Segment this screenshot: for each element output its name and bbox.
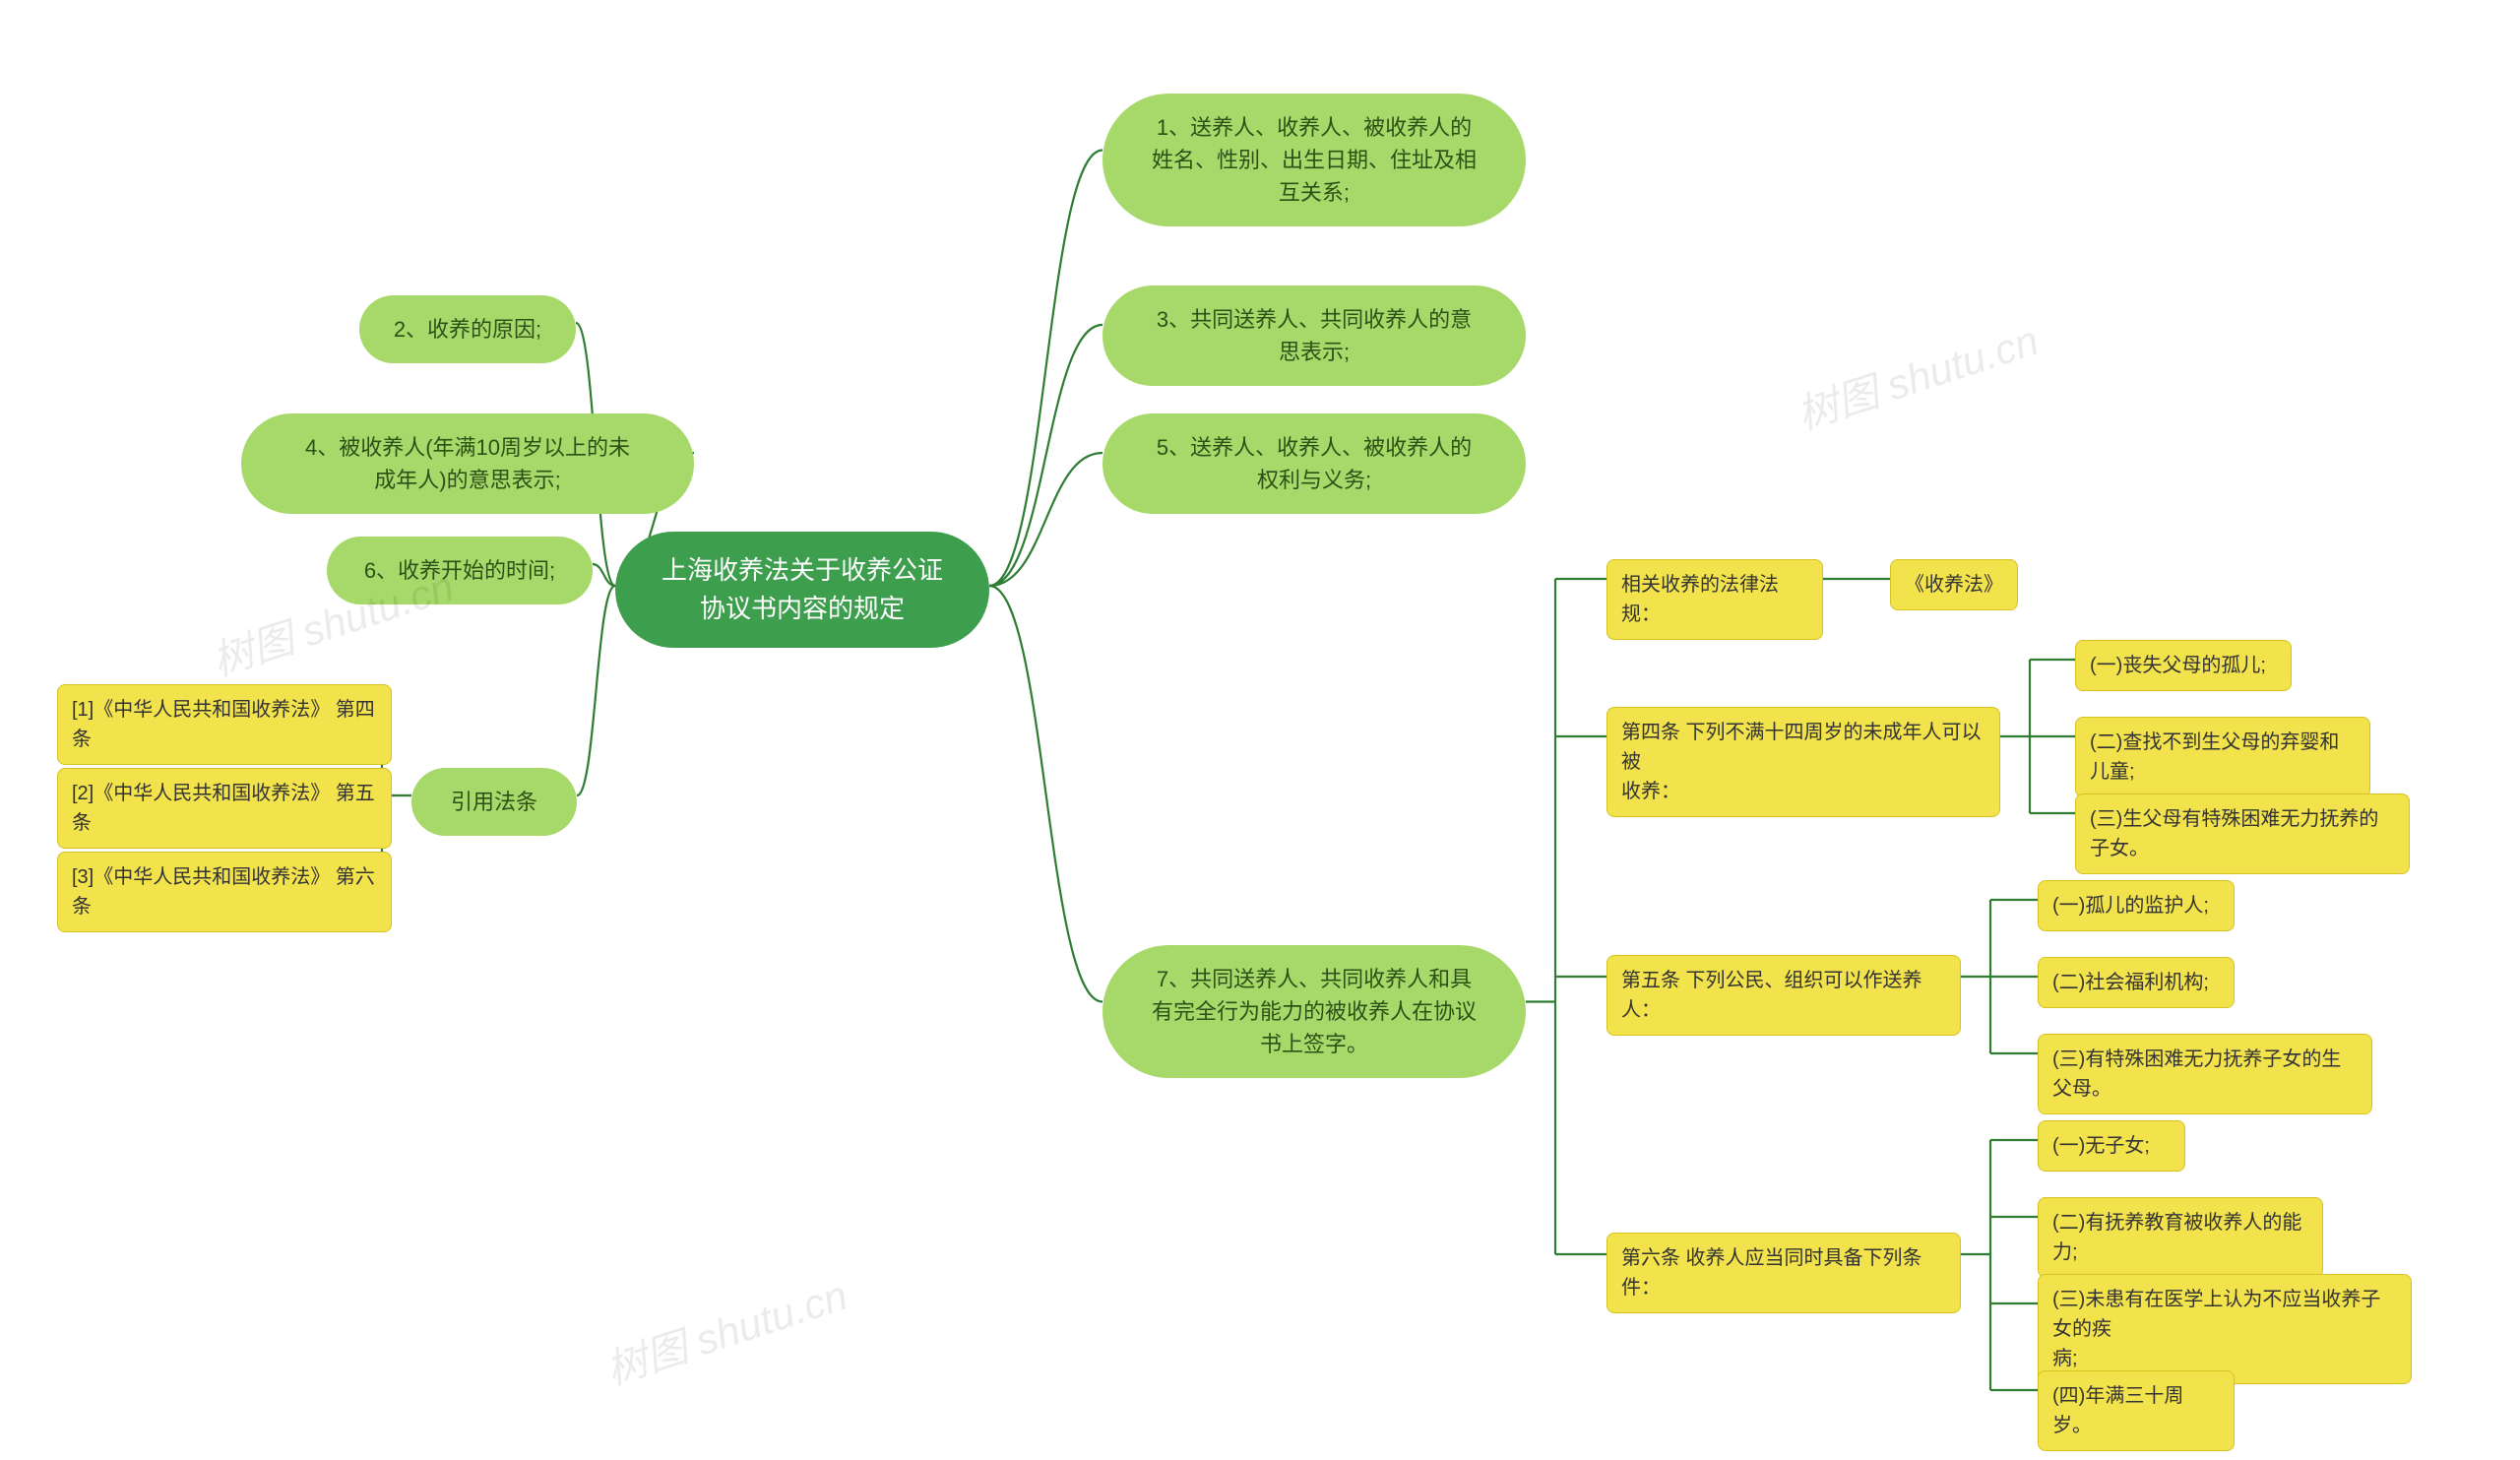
node-label: (二)查找不到生父母的弃婴和儿童; <box>2090 728 2356 787</box>
mindmap-node[interactable]: (三)未患有在医学上认为不应当收养子女的疾 病; <box>2038 1274 2412 1384</box>
mindmap-node[interactable]: 引用法条 <box>411 768 577 836</box>
mindmap-node[interactable]: 第六条 收养人应当同时具备下列条件： <box>1606 1233 1961 1313</box>
mindmap-node[interactable]: (二)社会福利机构; <box>2038 957 2235 1008</box>
node-label: 6、收养开始的时间; <box>364 554 555 587</box>
node-label: 第四条 下列不满十四周岁的未成年人可以被 收养： <box>1621 718 1985 806</box>
mindmap-node[interactable]: (三)有特殊困难无力抚养子女的生父母。 <box>2038 1034 2372 1114</box>
node-label: (三)有特殊困难无力抚养子女的生父母。 <box>2052 1045 2358 1104</box>
mindmap-node[interactable]: 2、收养的原因; <box>359 295 576 363</box>
node-label: [3]《中华人民共和国收养法》 第六条 <box>72 862 377 921</box>
node-label: 《收养法》 <box>1905 570 2003 600</box>
node-label: (三)未患有在医学上认为不应当收养子女的疾 病; <box>2052 1285 2397 1373</box>
node-label: (一)无子女; <box>2052 1131 2150 1161</box>
node-label: [2]《中华人民共和国收养法》 第五条 <box>72 779 377 838</box>
node-label: 7、共同送养人、共同收养人和具 有完全行为能力的被收养人在协议 书上签字。 <box>1152 963 1477 1060</box>
node-label: 4、被收养人(年满10周岁以上的未 成年人)的意思表示; <box>305 431 630 496</box>
mindmap-node[interactable]: 5、送养人、收养人、被收养人的 权利与义务; <box>1102 413 1526 514</box>
mindmap-node[interactable]: (一)无子女; <box>2038 1120 2185 1172</box>
mindmap-node[interactable]: (二)有抚养教育被收养人的能力; <box>2038 1197 2323 1278</box>
node-label: (二)有抚养教育被收养人的能力; <box>2052 1208 2308 1267</box>
node-label: 3、共同送养人、共同收养人的意 思表示; <box>1157 303 1472 368</box>
mindmap-node[interactable]: 相关收养的法律法规： <box>1606 559 1823 640</box>
node-label: 第六条 收养人应当同时具备下列条件： <box>1621 1243 1946 1302</box>
mindmap-node[interactable]: 1、送养人、收养人、被收养人的 姓名、性别、出生日期、住址及相 互关系; <box>1102 94 1526 226</box>
mindmap-node[interactable]: 第五条 下列公民、组织可以作送养人： <box>1606 955 1961 1036</box>
node-label: (三)生父母有特殊困难无力抚养的子女。 <box>2090 804 2395 863</box>
node-label: 2、收养的原因; <box>394 313 541 346</box>
mindmap-node[interactable]: 7、共同送养人、共同收养人和具 有完全行为能力的被收养人在协议 书上签字。 <box>1102 945 1526 1078</box>
mindmap-node[interactable]: 3、共同送养人、共同收养人的意 思表示; <box>1102 286 1526 386</box>
watermark: 树图 shutu.cn <box>1789 307 2046 442</box>
mindmap-node[interactable]: (一)丧失父母的孤儿; <box>2075 640 2292 691</box>
watermark: 树图 shutu.cn <box>598 1262 854 1397</box>
mindmap-node[interactable]: 第四条 下列不满十四周岁的未成年人可以被 收养： <box>1606 707 2000 817</box>
node-label: 第五条 下列公民、组织可以作送养人： <box>1621 966 1946 1025</box>
mindmap-node[interactable]: 4、被收养人(年满10周岁以上的未 成年人)的意思表示; <box>241 413 694 514</box>
mindmap-node[interactable]: [1]《中华人民共和国收养法》 第四条 <box>57 684 392 765</box>
node-label: 上海收养法关于收养公证 协议书内容的规定 <box>662 551 943 628</box>
node-label: 相关收养的法律法规： <box>1621 570 1808 629</box>
node-label: (一)丧失父母的孤儿; <box>2090 651 2266 680</box>
mindmap-root[interactable]: 上海收养法关于收养公证 协议书内容的规定 <box>615 532 989 648</box>
mindmap-node[interactable]: (二)查找不到生父母的弃婴和儿童; <box>2075 717 2370 797</box>
node-label: [1]《中华人民共和国收养法》 第四条 <box>72 695 377 754</box>
mindmap-node[interactable]: [2]《中华人民共和国收养法》 第五条 <box>57 768 392 849</box>
node-label: 1、送养人、收养人、被收养人的 姓名、性别、出生日期、住址及相 互关系; <box>1152 111 1477 209</box>
mindmap-node[interactable]: 6、收养开始的时间; <box>327 537 593 604</box>
mindmap-node[interactable]: 《收养法》 <box>1890 559 2018 610</box>
mindmap-node[interactable]: (四)年满三十周岁。 <box>2038 1370 2235 1451</box>
mindmap-node[interactable]: [3]《中华人民共和国收养法》 第六条 <box>57 852 392 932</box>
node-label: (一)孤儿的监护人; <box>2052 891 2209 920</box>
node-label: 5、送养人、收养人、被收养人的 权利与义务; <box>1157 431 1472 496</box>
node-label: 引用法条 <box>451 786 537 818</box>
mindmap-node[interactable]: (三)生父母有特殊困难无力抚养的子女。 <box>2075 793 2410 874</box>
node-label: (二)社会福利机构; <box>2052 968 2209 997</box>
node-label: (四)年满三十周岁。 <box>2052 1381 2220 1440</box>
mindmap-node[interactable]: (一)孤儿的监护人; <box>2038 880 2235 931</box>
